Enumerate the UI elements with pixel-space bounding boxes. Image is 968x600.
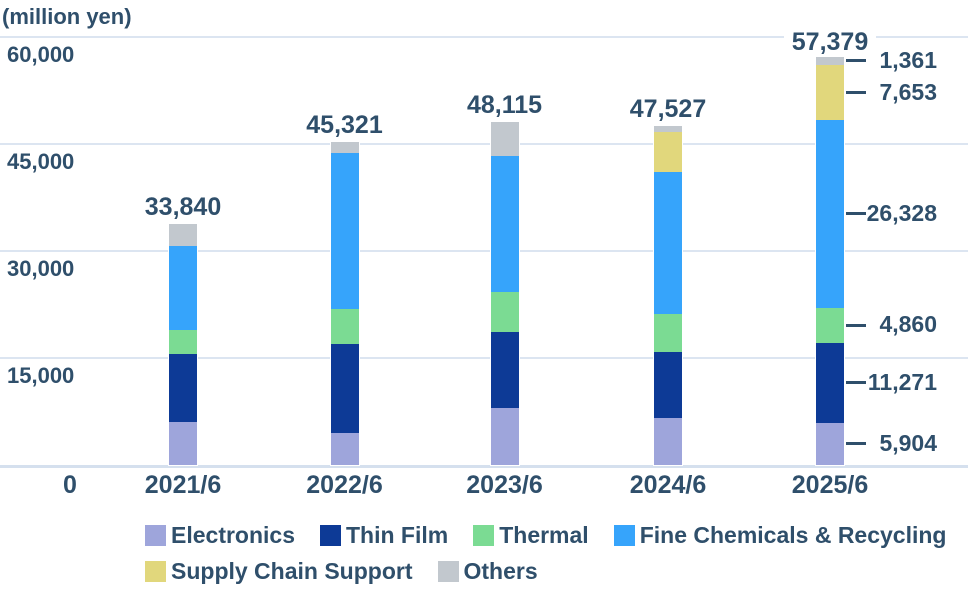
callout-line-thermal <box>846 323 866 327</box>
legend-swatch-supply-chain-support <box>145 561 166 582</box>
callout-line-others <box>846 59 866 63</box>
bar-2025-6 <box>815 54 845 467</box>
legend-label-supply-chain-support: Supply Chain Support <box>171 558 413 584</box>
x-tick-2021-6: 2021/6 <box>144 471 222 499</box>
legend-row-1: Electronics Thin Film Thermal Fine Chemical… <box>145 522 946 549</box>
legend-swatch-thermal <box>473 525 495 546</box>
bar-segment-electronics <box>330 433 359 465</box>
callout-line-electronics <box>846 442 866 446</box>
bar-2021-6 <box>168 222 198 466</box>
bar-2024-6 <box>653 124 683 466</box>
bar-segment-fine-chemicals-recycling <box>490 155 519 293</box>
bar-total-label: 33,840 <box>113 193 253 222</box>
legend-label-thermal: Thermal <box>499 522 589 548</box>
legend-swatch-others <box>437 561 459 582</box>
bar-segment-thin-film <box>654 351 682 419</box>
bar-total-value: 33,840 <box>144 192 222 221</box>
y-tick-15000: 15,000 <box>7 363 75 388</box>
bar-total-value: 45,321 <box>306 110 383 139</box>
callout-label-electronics: 5,904 <box>879 429 937 456</box>
legend-row-2: Supply Chain Support Others <box>145 558 946 585</box>
callout-label-supply-chain-support: 7,653 <box>879 78 937 105</box>
gridline-30000 <box>0 250 968 252</box>
bar-segment-electronics <box>654 418 682 465</box>
axis-unit-label: (million yen) <box>2 4 132 29</box>
x-tick-2025-6: 2025/6 <box>791 471 869 499</box>
bar-total-label: 48,115 <box>435 91 575 120</box>
bar-segment-thin-film <box>330 344 359 434</box>
bar-total-value: 48,115 <box>466 90 543 119</box>
bar-total-value: 47,527 <box>629 94 707 123</box>
legend-item-others: Others <box>437 558 538 585</box>
bar-segment-others <box>169 223 197 246</box>
legend-item-supply-chain-support: Supply Chain Support <box>145 558 413 585</box>
bar-segment-others <box>816 55 844 66</box>
bar-segment-others <box>490 121 519 156</box>
bar-segment-thermal <box>816 307 844 343</box>
bar-segment-thermal <box>169 330 197 355</box>
legend-label-fine-chemicals-recycling: Fine Chemicals & Recycling <box>639 522 947 548</box>
legend-item-electronics: Electronics <box>145 522 295 549</box>
bar-total-label: 57,379 <box>760 27 900 57</box>
x-axis-line <box>0 465 968 468</box>
bar-segment-electronics <box>490 407 519 465</box>
legend-label-thin-film: Thin Film <box>346 522 449 548</box>
y-tick-30000: 30,000 <box>7 256 75 281</box>
legend-item-thin-film: Thin Film <box>320 522 448 549</box>
bar-total-label: 47,527 <box>598 95 738 124</box>
legend-swatch-thin-film <box>320 525 341 546</box>
legend-item-thermal: Thermal <box>473 522 589 549</box>
callout-line-fine-chemicals-recycling <box>846 212 866 216</box>
legend-label-electronics: Electronics <box>171 522 295 548</box>
bar-segment-thin-film <box>816 342 844 423</box>
bar-segment-supply-chain-support <box>654 131 682 172</box>
legend-item-fine-chemicals-recycling: Fine Chemicals & Recycling <box>613 522 947 549</box>
bar-segment-others <box>654 126 682 132</box>
callout-label-thin-film: 11,271 <box>867 368 937 395</box>
x-tick-2024-6: 2024/6 <box>629 471 707 499</box>
bar-total-label: 45,321 <box>275 111 415 140</box>
gridline-45000 <box>0 143 968 145</box>
callout-line-supply-chain-support <box>846 91 866 95</box>
callout-label-others: 1,361 <box>879 46 937 73</box>
bar-segment-fine-chemicals-recycling <box>816 120 844 308</box>
bar-total-value: 57,379 <box>783 27 877 57</box>
legend: Electronics Thin Film Thermal Fine Chemical… <box>145 522 946 594</box>
y-tick-45000: 45,000 <box>7 149 75 174</box>
x-tick-2023-6: 2023/6 <box>466 471 543 499</box>
y-tick-0: 0 <box>63 471 77 499</box>
gridline-60000 <box>0 36 968 38</box>
bar-segment-fine-chemicals-recycling <box>330 153 359 310</box>
callout-line-thin-film <box>846 381 866 385</box>
bar-2022-6 <box>329 140 360 467</box>
bar-segment-fine-chemicals-recycling <box>169 245 197 331</box>
bar-segment-thermal <box>490 292 519 333</box>
callout-label-fine-chemicals-recycling: 26,328 <box>866 199 937 226</box>
bar-segment-thermal <box>330 309 359 345</box>
gridline-15000 <box>0 357 968 359</box>
bar-segment-supply-chain-support <box>816 65 844 121</box>
bar-segment-electronics <box>169 422 197 465</box>
y-tick-60000: 60,000 <box>7 42 75 67</box>
legend-swatch-fine-chemicals-recycling <box>613 525 635 546</box>
bar-segment-others <box>330 141 359 154</box>
bar-segment-electronics <box>816 422 844 465</box>
bar-segment-thin-film <box>490 332 519 408</box>
bar-segment-thermal <box>654 314 682 352</box>
x-tick-2022-6: 2022/6 <box>306 471 383 499</box>
bar-2023-6 <box>489 120 520 466</box>
bar-segment-thin-film <box>169 354 197 423</box>
bar-segment-fine-chemicals-recycling <box>654 171 682 315</box>
legend-swatch-electronics <box>145 525 166 546</box>
callout-label-thermal: 4,860 <box>879 311 937 338</box>
legend-label-others: Others <box>463 558 538 584</box>
